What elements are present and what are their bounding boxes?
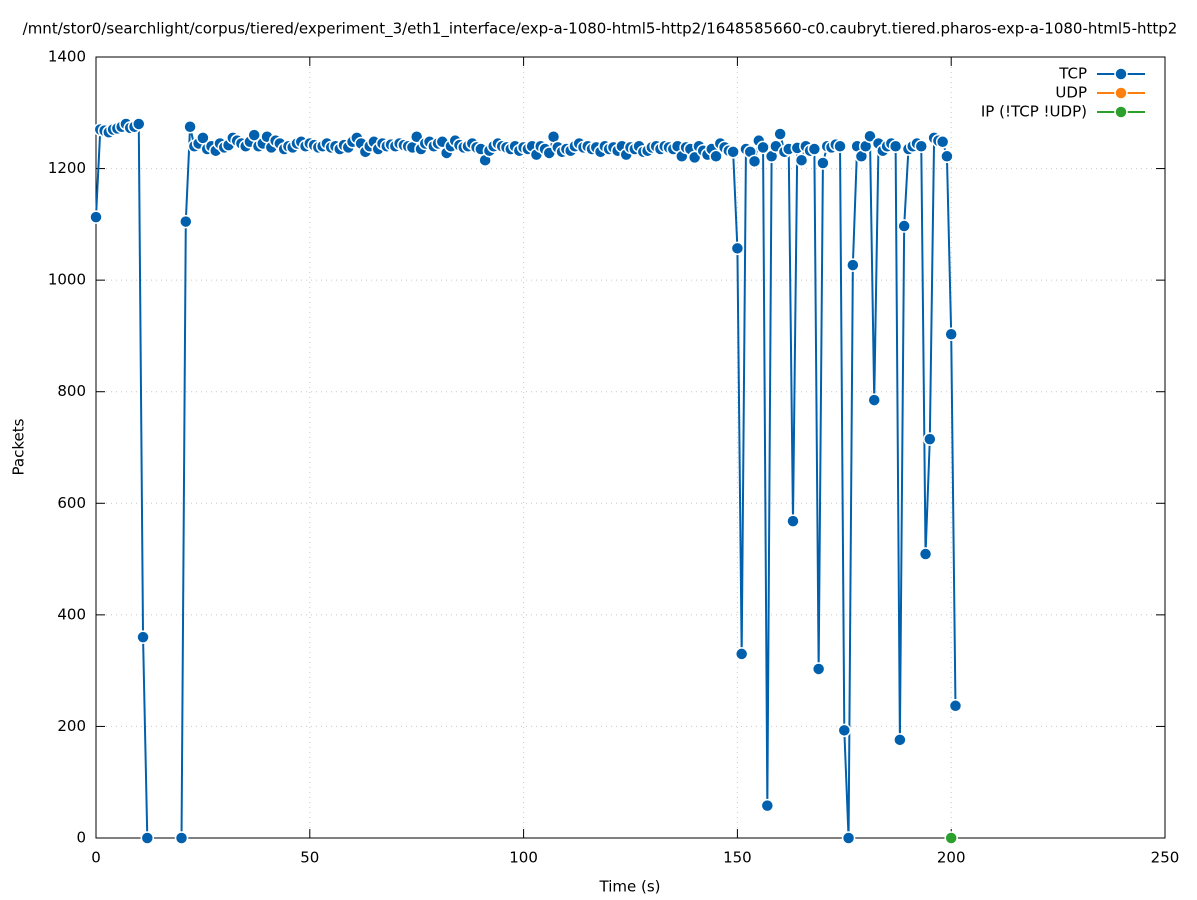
data-point [837, 723, 852, 738]
x-tick-label: 250 [1151, 849, 1180, 867]
data-point [811, 662, 826, 676]
data-point [940, 149, 954, 164]
data-point [923, 432, 937, 446]
plot-border [95, 56, 1166, 839]
data-point [807, 142, 822, 156]
y-tick-label: 1000 [48, 271, 86, 289]
data-point [846, 258, 860, 272]
y-tick-label: 400 [57, 605, 86, 623]
y-tick-label: 200 [57, 717, 86, 735]
x-tick-label: 100 [509, 849, 538, 867]
data-point [935, 135, 950, 149]
y-axis-label: Packets [10, 418, 28, 475]
data-point [948, 699, 963, 713]
data-point [888, 139, 903, 154]
x-tick-label: 0 [91, 849, 101, 867]
data-point [944, 831, 958, 845]
data-point [132, 117, 146, 131]
data-point [897, 219, 911, 233]
data-point [179, 214, 193, 229]
data-point [786, 514, 800, 528]
y-tick-label: 1400 [48, 48, 86, 66]
legend-swatch-marker [1114, 86, 1128, 100]
data-point [914, 139, 929, 154]
data-point [709, 149, 723, 164]
data-point [833, 139, 847, 154]
data-point [136, 630, 150, 644]
data-point [756, 140, 770, 155]
legend-label: TCP [1058, 65, 1087, 83]
chart-title: /mnt/stor0/searchlight/corpus/tiered/exp… [23, 20, 1178, 39]
data-point [944, 327, 958, 342]
data-point [918, 547, 933, 561]
x-tick-label: 150 [723, 849, 752, 867]
data-point [794, 153, 809, 167]
data-point [893, 733, 907, 747]
y-tick-label: 0 [76, 829, 86, 847]
legend-swatch-marker [1114, 67, 1128, 81]
data-point [140, 831, 155, 845]
legend-label: IP (!TCP !UDP) [981, 103, 1087, 121]
data-point [730, 241, 745, 256]
data-point [726, 145, 740, 159]
data-point [89, 210, 103, 224]
series-line [95, 122, 957, 839]
data-point [816, 156, 830, 170]
data-point [174, 831, 189, 845]
data-point [747, 154, 762, 169]
x-tick-label: 50 [300, 849, 319, 867]
data-point [773, 127, 787, 141]
data-point [734, 647, 749, 661]
y-tick-label: 1200 [48, 159, 86, 177]
data-point [863, 129, 877, 143]
data-point [867, 393, 881, 407]
data-point [183, 119, 197, 134]
legend-label: UDP [1055, 84, 1087, 102]
legend-swatch-marker [1114, 105, 1128, 119]
y-tick-label: 800 [57, 382, 86, 400]
y-tick-label: 600 [57, 494, 86, 512]
x-tick-label: 200 [937, 849, 966, 867]
data-point [841, 831, 856, 845]
x-axis-label: Time (s) [599, 878, 661, 896]
data-point [760, 798, 775, 813]
